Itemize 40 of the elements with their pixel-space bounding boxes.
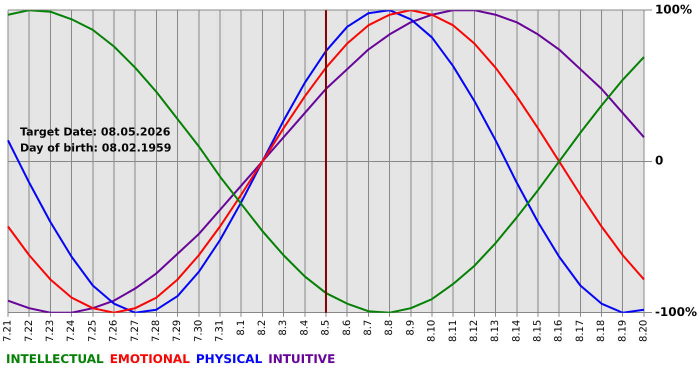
y-tick-label: 100%	[654, 2, 692, 16]
x-tick-label: 8.12	[468, 320, 480, 342]
x-tick-label: 8.11	[448, 320, 459, 342]
x-tick-label: 7.21	[2, 320, 14, 342]
x-tick-label: 8.6	[342, 320, 353, 336]
x-tick-label: 8.5	[320, 320, 332, 336]
x-tick-label: 8.7	[362, 320, 374, 336]
x-tick-label: 8.18	[596, 320, 608, 342]
x-tick-label: 8.14	[511, 320, 522, 342]
text: EMOTIONAL	[110, 352, 190, 366]
y-tick-label: 0	[654, 154, 664, 168]
x-tick-label: 7.31	[214, 320, 226, 342]
x-tick-label: 7.25	[87, 320, 98, 342]
x-tick-label: 8.4	[299, 320, 310, 336]
x-tick-label: 8.19	[617, 320, 628, 342]
x-tick-label: 8.20	[638, 320, 650, 342]
text: INTELLECTUAL	[6, 352, 104, 366]
y-tick-label: -100%	[654, 304, 698, 319]
x-tick-label: 8.8	[384, 320, 396, 336]
x-tick-label: 8.13	[490, 320, 502, 342]
x-tick-label: 8.9	[405, 320, 416, 336]
x-tick-label: 7.23	[44, 320, 56, 342]
annotation: Target Date: 08.05.2026	[20, 125, 171, 138]
x-tick-label: 8.16	[554, 320, 565, 342]
x-tick-label: 7.22	[24, 320, 35, 342]
x-tick-label: 7.29	[172, 320, 184, 342]
annotation: Day of birth: 08.02.1959	[20, 141, 172, 154]
text: PHYSICAL	[196, 352, 262, 366]
x-tick-label: 7.26	[108, 320, 120, 342]
x-tick-label: 7.24	[66, 320, 78, 342]
x-tick-label: 7.30	[193, 320, 204, 342]
x-tick-label: 8.17	[574, 320, 586, 342]
x-tick-label: 8.2	[256, 320, 268, 336]
text: INTUITIVE	[268, 352, 336, 366]
x-tick-label: 8.15	[532, 320, 544, 342]
x-tick-label: 8.3	[278, 320, 290, 336]
x-tick-label: 8.1	[236, 320, 247, 336]
x-tick-label: 8.10	[426, 320, 438, 342]
x-tick-label: 7.27	[130, 320, 141, 342]
x-tick-label: 7.28	[150, 320, 162, 342]
